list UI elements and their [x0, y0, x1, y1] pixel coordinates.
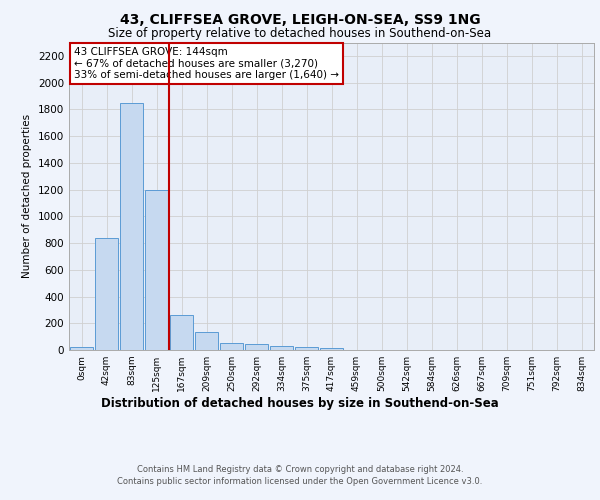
Text: Contains public sector information licensed under the Open Government Licence v3: Contains public sector information licen… — [118, 478, 482, 486]
Bar — [194, 332, 218, 350]
Text: 43 CLIFFSEA GROVE: 144sqm
← 67% of detached houses are smaller (3,270)
33% of se: 43 CLIFFSEA GROVE: 144sqm ← 67% of detac… — [74, 47, 339, 80]
Bar — [170, 315, 193, 350]
Text: Contains HM Land Registry data © Crown copyright and database right 2024.: Contains HM Land Registry data © Crown c… — [137, 465, 463, 474]
Bar — [145, 190, 169, 350]
Bar — [245, 344, 268, 350]
Text: Distribution of detached houses by size in Southend-on-Sea: Distribution of detached houses by size … — [101, 398, 499, 410]
Bar — [320, 348, 343, 350]
Bar — [119, 102, 143, 350]
Bar — [295, 348, 319, 350]
Bar — [220, 344, 244, 350]
Bar — [70, 346, 94, 350]
Text: 43, CLIFFSEA GROVE, LEIGH-ON-SEA, SS9 1NG: 43, CLIFFSEA GROVE, LEIGH-ON-SEA, SS9 1N… — [119, 12, 481, 26]
Text: Size of property relative to detached houses in Southend-on-Sea: Size of property relative to detached ho… — [109, 28, 491, 40]
Y-axis label: Number of detached properties: Number of detached properties — [22, 114, 32, 278]
Bar — [95, 238, 118, 350]
Bar — [269, 346, 293, 350]
